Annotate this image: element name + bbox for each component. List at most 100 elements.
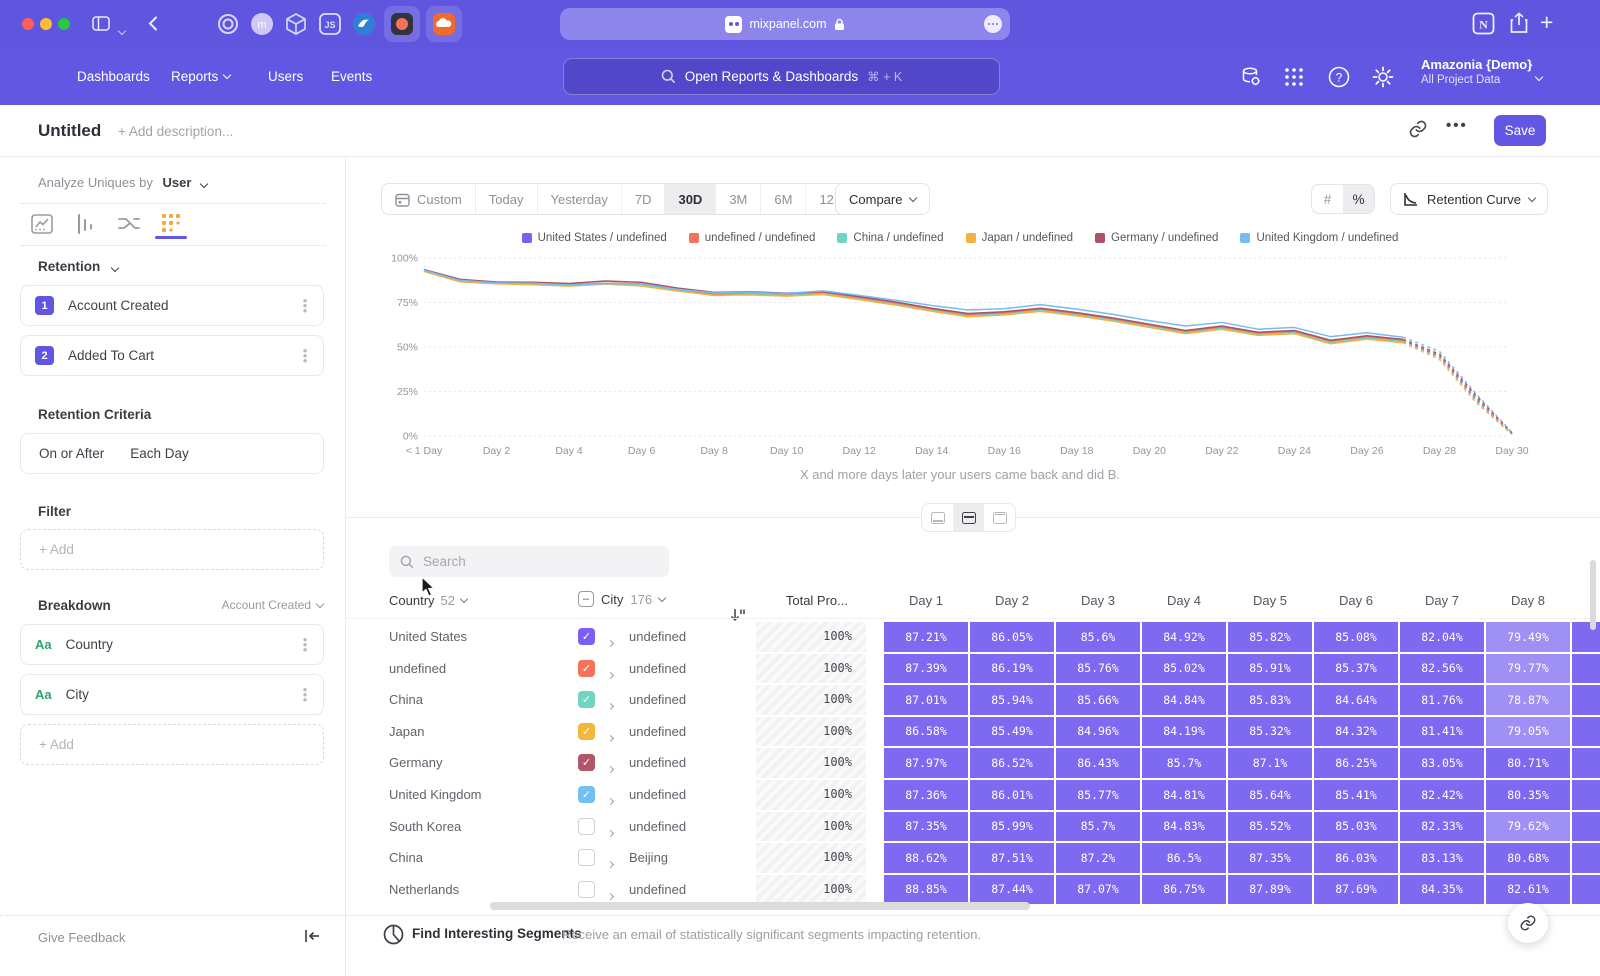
tab-flows-icon[interactable] [116, 212, 142, 236]
kebab-menu-icon[interactable]: ••• [299, 298, 311, 313]
data-management-icon[interactable] [1240, 48, 1262, 105]
url-bar[interactable]: mixpanel.com [560, 8, 1010, 40]
traffic-light-zoom[interactable] [58, 18, 70, 30]
legend-item[interactable]: undefined / undefined [689, 232, 816, 244]
column-day[interactable]: Day 3 [1056, 593, 1140, 608]
step-card-1[interactable]: 1 Account Created ••• [20, 285, 324, 326]
row-checkbox[interactable]: ✓ [578, 723, 595, 740]
column-day[interactable]: Day 1 [884, 593, 968, 608]
more-options-icon[interactable]: ••• [1446, 117, 1468, 134]
kebab-menu-icon[interactable]: ••• [299, 348, 311, 363]
project-selector[interactable]: Amazonia {Demo} All Project Data [1421, 57, 1532, 86]
row-checkbox[interactable]: ✓ [578, 754, 595, 771]
row-expand-icon[interactable] [608, 854, 613, 872]
help-icon[interactable]: ? [1328, 48, 1350, 105]
range-6m[interactable]: 6M [761, 184, 806, 214]
table-row[interactable]: China✓undefined100%87.01%85.94%85.66%84.… [346, 684, 1600, 716]
extension-m-icon[interactable]: m [250, 12, 274, 36]
share-icon[interactable] [1508, 11, 1530, 35]
nav-events[interactable]: Events [331, 48, 372, 105]
breakdown-card-country[interactable]: Aa Country ••• [20, 624, 324, 665]
site-options-icon[interactable] [984, 15, 1002, 33]
extension-cube-icon[interactable] [284, 12, 308, 36]
range-custom[interactable]: Custom [382, 184, 476, 214]
absolute-numbers-toggle[interactable]: # [1312, 185, 1343, 213]
range-7d[interactable]: 7D [622, 184, 666, 214]
tab-funnels-icon[interactable] [73, 212, 97, 236]
extension-bird-icon[interactable] [352, 12, 376, 36]
legend-item[interactable]: China / undefined [837, 232, 943, 244]
row-checkbox[interactable] [578, 881, 595, 898]
table-row[interactable]: Netherlandsundefined100%88.85%87.44%87.0… [346, 874, 1600, 906]
add-breakdown-button[interactable]: + Add [20, 724, 324, 765]
tab-retention-icon[interactable] [159, 211, 185, 237]
row-expand-icon[interactable] [608, 696, 613, 714]
horizontal-scrollbar[interactable] [490, 902, 1030, 910]
extension-cloud-icon[interactable] [432, 12, 456, 36]
breakdown-label[interactable]: Country [66, 637, 113, 652]
criteria-each-day[interactable]: Each Day [130, 446, 189, 461]
column-day[interactable]: Day 5 [1228, 593, 1312, 608]
find-segments-title[interactable]: Find Interesting Segments [412, 926, 582, 941]
row-checkbox[interactable] [578, 818, 595, 835]
extension-js-icon[interactable]: JS [318, 12, 342, 36]
traffic-light-close[interactable] [22, 18, 34, 30]
range-yesterday[interactable]: Yesterday [538, 184, 622, 214]
row-checkbox[interactable] [578, 849, 595, 866]
row-checkbox[interactable]: ✓ [578, 660, 595, 677]
legend-item[interactable]: Germany / undefined [1095, 232, 1218, 244]
table-search[interactable] [389, 546, 669, 577]
column-day[interactable]: Day 7 [1400, 593, 1484, 608]
report-title[interactable]: Untitled [38, 121, 101, 141]
row-checkbox[interactable]: ✓ [578, 786, 595, 803]
notion-icon[interactable]: N [1472, 12, 1495, 35]
vertical-scrollbar[interactable] [1590, 560, 1596, 630]
criteria-on-or-after[interactable]: On or After [39, 446, 104, 461]
share-link-fab[interactable] [1508, 903, 1548, 943]
percent-toggle[interactable]: % [1343, 185, 1374, 213]
table-row[interactable]: United Kingdom✓undefined100%87.36%86.01%… [346, 779, 1600, 811]
global-search[interactable]: Open Reports & Dashboards ⌘ + K [563, 58, 1000, 95]
layout-chart-only-icon[interactable] [922, 504, 953, 531]
add-filter-button[interactable]: + Add [20, 529, 324, 570]
range-3m[interactable]: 3M [716, 184, 761, 214]
row-expand-icon[interactable] [608, 633, 613, 651]
criteria-card[interactable]: On or After Each Day [20, 433, 324, 474]
row-expand-icon[interactable] [608, 759, 613, 777]
back-icon[interactable] [148, 16, 158, 31]
layout-table-only-icon[interactable] [984, 504, 1015, 531]
collapse-sidebar-icon[interactable] [303, 928, 321, 944]
table-row[interactable]: ChinaBeijing100%88.62%87.51%87.2%86.5%87… [346, 842, 1600, 874]
step-card-2[interactable]: 2 Added To Cart ••• [20, 335, 324, 376]
breakdown-card-city[interactable]: Aa City ••• [20, 674, 324, 715]
table-search-input[interactable] [423, 554, 643, 569]
legend-item[interactable]: United Kingdom / undefined [1240, 232, 1398, 244]
analyze-value[interactable]: User [163, 175, 192, 190]
apps-grid-icon[interactable] [1284, 48, 1304, 105]
row-checkbox[interactable]: ✓ [578, 691, 595, 708]
column-city[interactable]: – City176 [578, 591, 665, 607]
chart-type-selector[interactable]: Retention Curve [1390, 183, 1548, 215]
chevron-down-icon[interactable] [119, 21, 125, 39]
breakdown-label[interactable]: City [66, 687, 89, 702]
table-row[interactable]: United States✓undefined100%87.21%86.05%8… [346, 621, 1600, 653]
layout-split-icon[interactable] [953, 504, 984, 531]
table-row[interactable]: undefined✓undefined100%87.39%86.19%85.76… [346, 653, 1600, 685]
table-row[interactable]: Japan✓undefined100%86.58%85.49%84.96%84.… [346, 716, 1600, 748]
range-30d[interactable]: 30D [665, 184, 716, 214]
row-checkbox[interactable]: ✓ [578, 628, 595, 645]
tab-insights-icon[interactable] [30, 212, 54, 236]
nav-reports[interactable]: Reports [171, 48, 230, 105]
analyze-uniques-row[interactable]: Analyze Uniques by User [38, 175, 207, 190]
extension-kagi-icon[interactable] [390, 12, 414, 36]
copy-link-icon[interactable] [1408, 119, 1428, 139]
give-feedback-link[interactable]: Give Feedback [38, 930, 125, 945]
nav-users[interactable]: Users [268, 48, 303, 105]
kebab-menu-icon[interactable]: ••• [299, 687, 311, 702]
table-row[interactable]: Germany✓undefined100%87.97%86.52%86.43%8… [346, 747, 1600, 779]
column-day[interactable]: Day 2 [970, 593, 1054, 608]
row-expand-icon[interactable] [608, 728, 613, 746]
extension-target-icon[interactable] [216, 12, 240, 36]
nav-dashboards[interactable]: Dashboards [77, 48, 150, 105]
range-today[interactable]: Today [476, 184, 538, 214]
